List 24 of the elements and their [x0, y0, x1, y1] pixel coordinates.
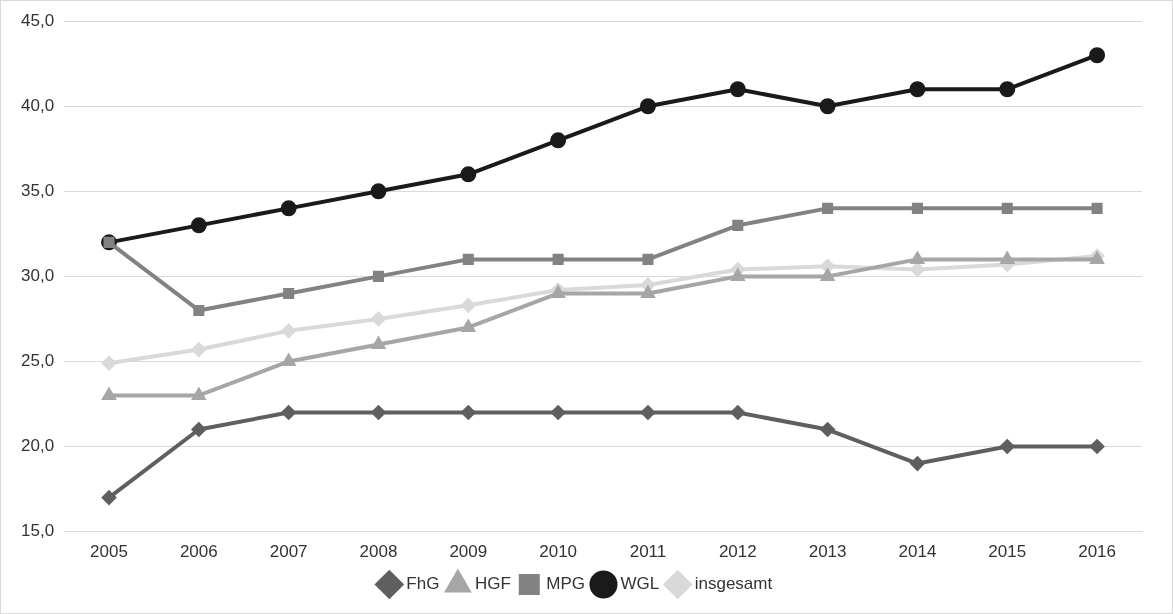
x-tick-label: 2016 [1078, 542, 1116, 562]
x-tick-label: 2012 [718, 542, 757, 562]
x-tick-label: 2015 [988, 542, 1027, 562]
y-tick-label: 45,0 [20, 10, 55, 30]
x-tick-label: 2009 [449, 542, 488, 562]
legend-label: WGL [620, 574, 660, 594]
y-tick-label: 40,0 [20, 95, 55, 115]
y-tick-label: 25,0 [20, 351, 55, 371]
legend-label: HGF [474, 574, 511, 594]
x-tick-label: 2007 [269, 542, 308, 562]
x-tick-label: 2005 [90, 542, 128, 562]
y-tick-label: 15,0 [20, 521, 55, 541]
legend-label: insgesamt [694, 574, 773, 594]
legend-label: MPG [546, 574, 585, 594]
x-tick-label: 2010 [539, 542, 578, 562]
x-tick-label: 2014 [898, 542, 937, 562]
y-tick-label: 30,0 [20, 266, 55, 286]
x-tick-label: 2013 [808, 542, 847, 562]
x-tick-label: 2006 [179, 542, 218, 562]
y-tick-label: 20,0 [20, 436, 55, 456]
x-tick-label: 2008 [359, 542, 398, 562]
legend-label: FhG [406, 574, 440, 594]
x-tick-label: 2011 [629, 542, 667, 562]
y-tick-label: 35,0 [20, 181, 55, 201]
